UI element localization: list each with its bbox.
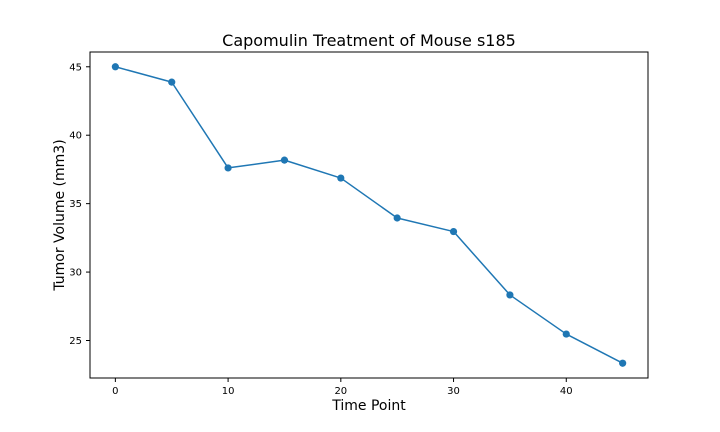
- x-tick-label: 10: [222, 386, 235, 397]
- x-axis: 0 10 20 30 40: [112, 378, 573, 397]
- y-tick-label: 40: [69, 131, 82, 142]
- data-point[interactable]: [619, 359, 627, 367]
- x-tick-label: 0: [112, 386, 118, 397]
- y-tick-label: 35: [69, 199, 82, 210]
- y-tick-label: 45: [69, 62, 82, 73]
- y-axis: 25 30 35 40 45: [69, 62, 90, 347]
- data-point[interactable]: [562, 330, 570, 338]
- data-point[interactable]: [449, 227, 458, 236]
- y-tick-label: 25: [69, 336, 82, 347]
- data-point[interactable]: [506, 291, 514, 299]
- series-line: [115, 66, 623, 364]
- x-tick-label: 40: [560, 386, 573, 397]
- plot-frame: [89, 51, 649, 379]
- x-axis-label: Time Point: [331, 398, 406, 414]
- y-tick-label: 30: [69, 268, 82, 279]
- data-point[interactable]: [393, 214, 401, 222]
- x-tick-label: 20: [334, 386, 347, 397]
- data-point[interactable]: [224, 164, 232, 172]
- data-point[interactable]: [337, 174, 345, 182]
- data-point[interactable]: [111, 63, 119, 71]
- plot-area: [90, 52, 648, 378]
- plot-background: [90, 52, 648, 378]
- chart-title: Capomulin Treatment of Mouse s185: [222, 31, 516, 50]
- series-layer: [111, 63, 627, 367]
- data-point[interactable]: [280, 156, 289, 164]
- y-axis-label: Tumor Volume (mm3): [52, 139, 68, 291]
- x-tick-label: 30: [447, 386, 460, 397]
- data-point[interactable]: [168, 78, 176, 86]
